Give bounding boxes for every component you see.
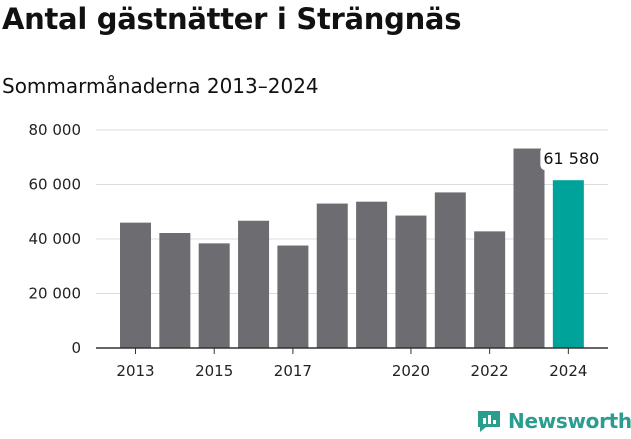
chart-subtitle: Sommarmånaderna 2013–2024 — [2, 74, 319, 98]
bar-2014 — [159, 233, 191, 348]
newsworthy-chart-icon — [478, 411, 500, 432]
data-label: 61 580 — [543, 149, 599, 168]
y-tick-label: 20 000 — [29, 285, 82, 303]
bar-2017 — [277, 245, 309, 348]
brand-logo: Newsworthy — [476, 408, 631, 434]
y-tick-label: 40 000 — [29, 230, 82, 248]
x-tick-label: 2013 — [116, 362, 154, 380]
bar-2018 — [316, 203, 348, 348]
bar-2015 — [198, 243, 230, 348]
bar-2021 — [434, 192, 466, 348]
y-tick-label: 80 000 — [29, 121, 82, 139]
x-tick-label: 2015 — [195, 362, 233, 380]
bar-2020 — [395, 215, 427, 348]
bar-2024 — [552, 180, 584, 348]
x-tick-label: 2024 — [549, 362, 587, 380]
bar-2013 — [120, 222, 151, 348]
chart-title: Antal gästnätter i Strängnäs — [2, 2, 462, 36]
y-tick-label: 60 000 — [29, 176, 82, 194]
brand-name: Newsworthy — [508, 409, 631, 433]
bar-2022 — [474, 231, 506, 348]
bar-2019 — [356, 201, 388, 348]
y-tick-label: 0 — [71, 339, 81, 357]
x-tick-label: 2022 — [471, 362, 509, 380]
data-label-background — [540, 146, 603, 171]
bar-2016 — [238, 220, 270, 348]
x-tick-label: 2020 — [392, 362, 430, 380]
x-tick-label: 2017 — [274, 362, 312, 380]
bar-2023 — [513, 148, 545, 348]
